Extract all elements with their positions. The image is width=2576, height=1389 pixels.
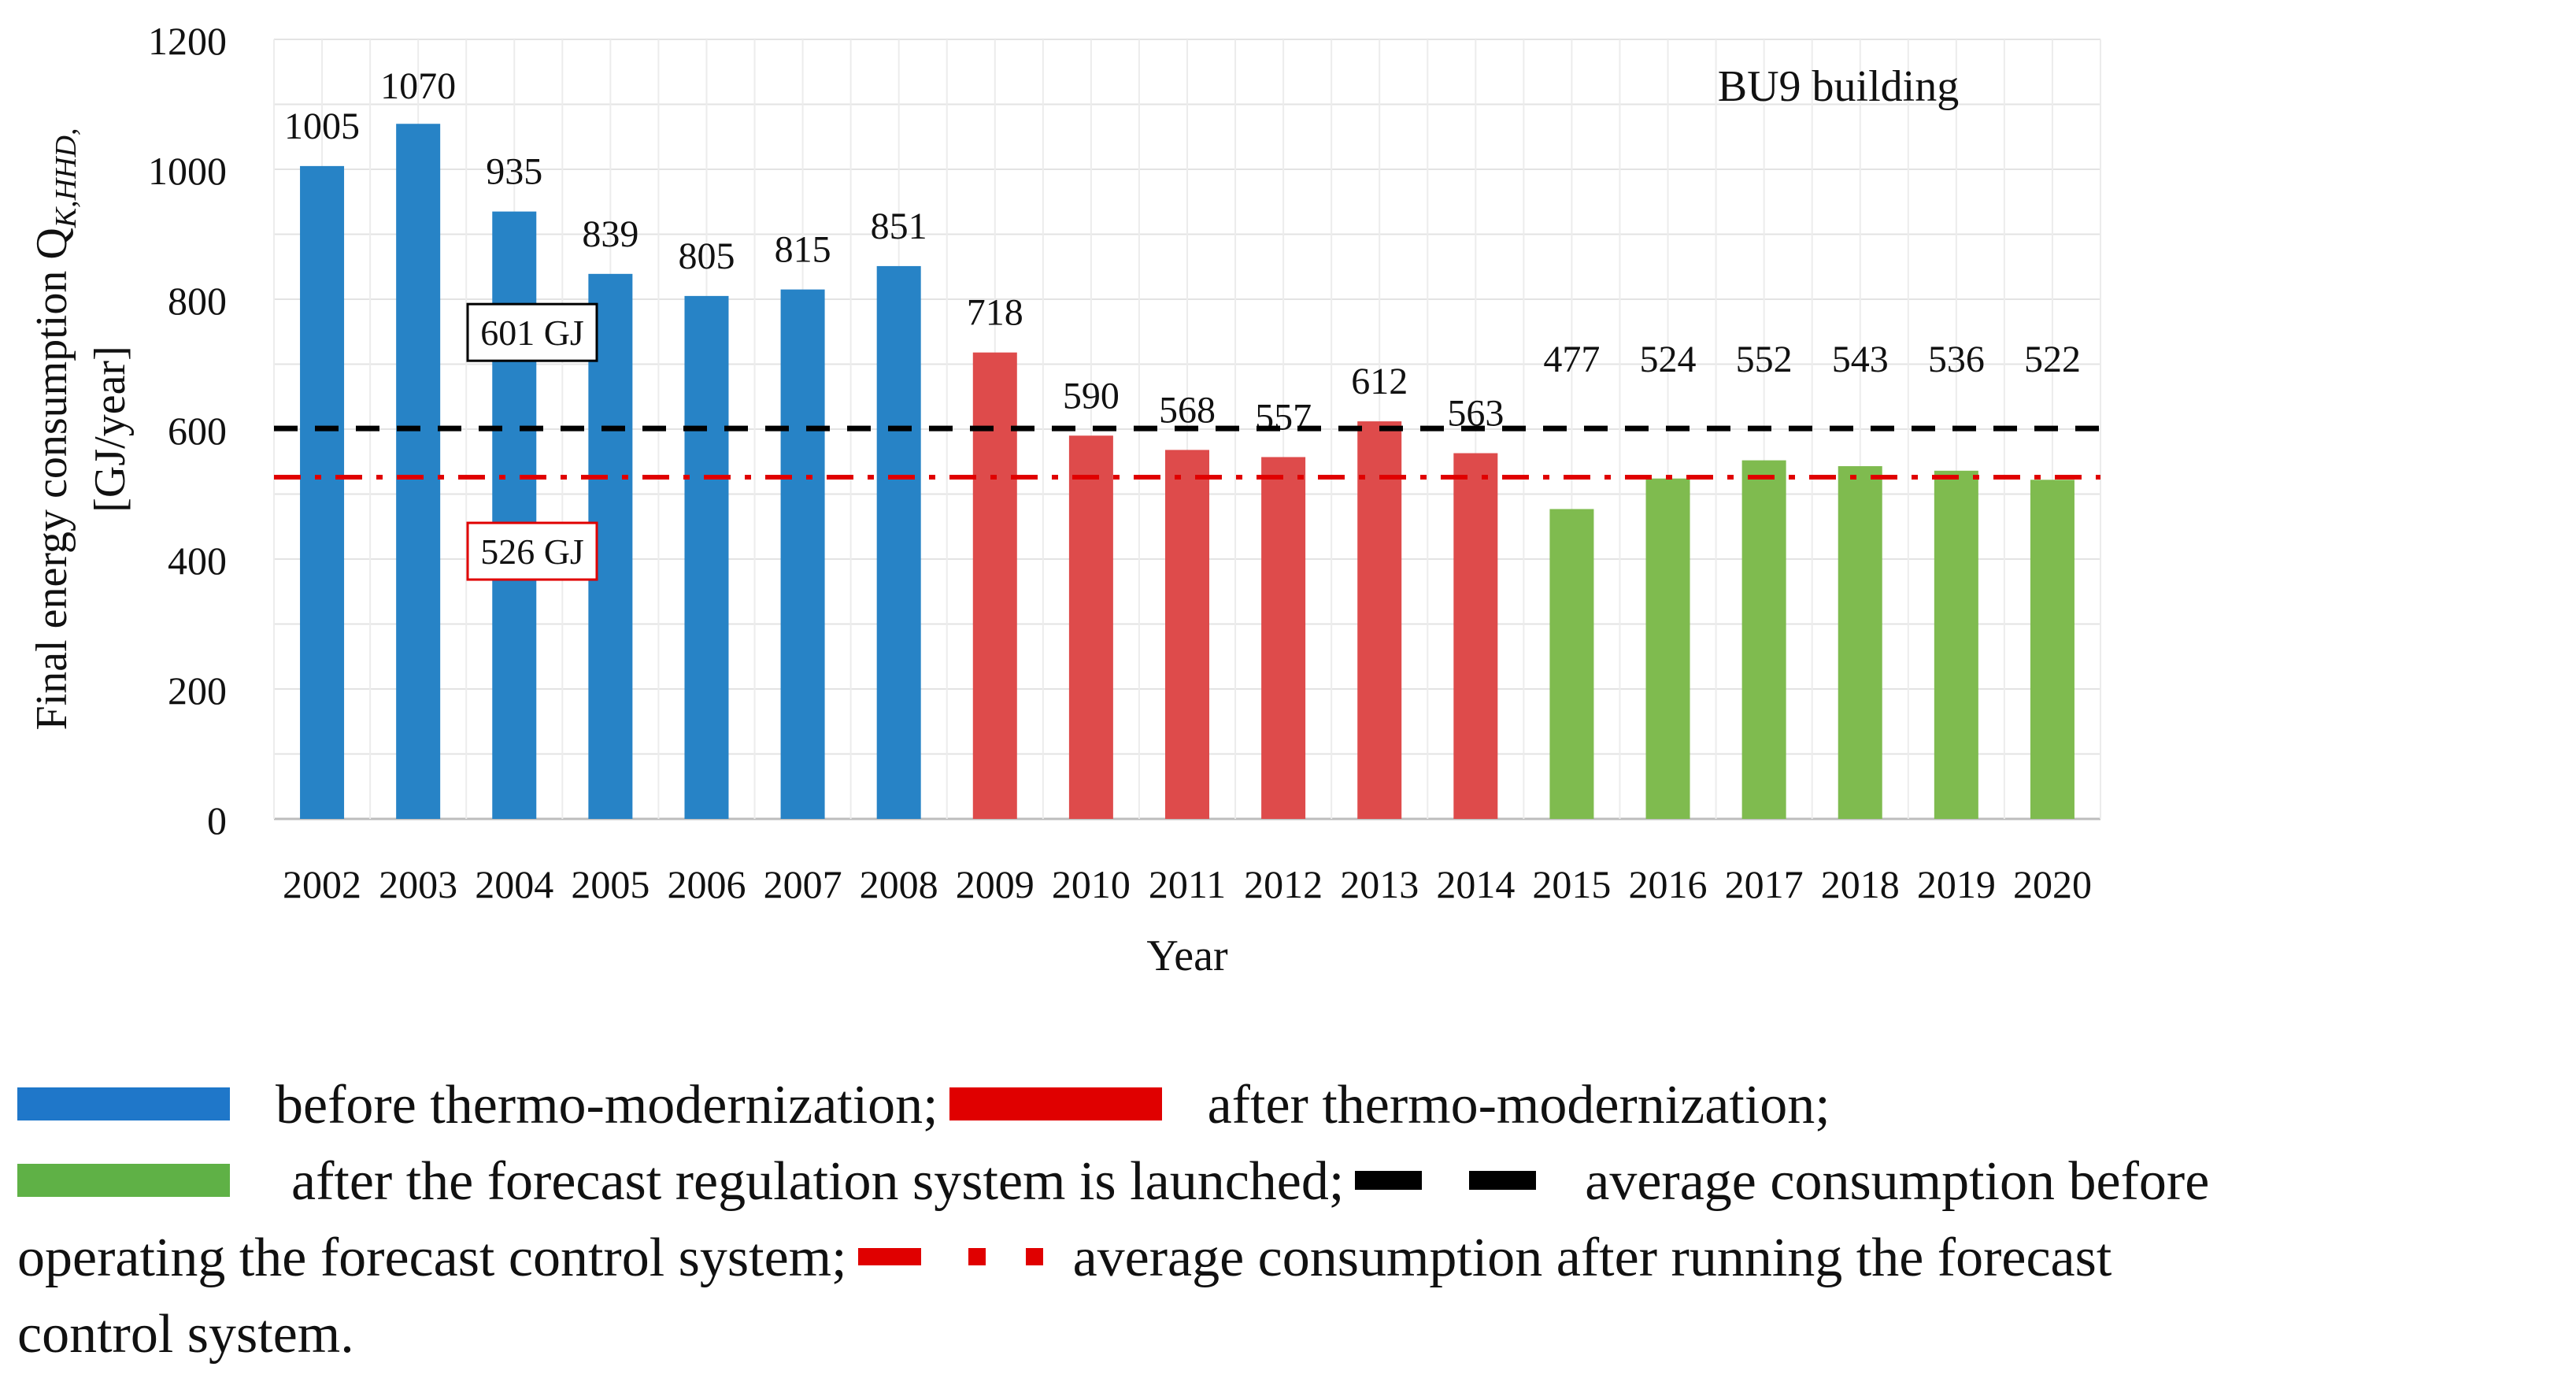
x-axis-label: Year bbox=[1146, 932, 1228, 980]
bar-2019 bbox=[1934, 470, 1978, 819]
bar-2018 bbox=[1838, 466, 1882, 819]
y-tick-label: 600 bbox=[168, 409, 227, 453]
x-tick-label: 2011 bbox=[1149, 862, 1226, 906]
chart-annotation: BU9 building bbox=[1718, 62, 1959, 111]
bar-2020 bbox=[2030, 480, 2074, 819]
bar-2017 bbox=[1741, 460, 1786, 819]
y-axis-label: Final energy consumption QK,HHD, bbox=[28, 128, 83, 731]
x-tick-label: 2018 bbox=[1821, 862, 1900, 906]
legend-avg-after-label-2: control system. bbox=[17, 1304, 354, 1365]
bar-2004 bbox=[492, 211, 537, 819]
data-label: 477 bbox=[1543, 339, 1600, 380]
x-tick-label: 2007 bbox=[764, 862, 842, 906]
legend-avg-after-label-1: average consumption after running the fo… bbox=[1072, 1228, 2112, 1288]
y-axis-label-unit: [GJ/year] bbox=[86, 346, 135, 512]
bar-2012 bbox=[1261, 457, 1306, 819]
legend-forecast-label: after the forecast regulation system is … bbox=[291, 1151, 1345, 1212]
x-axis-ticks: 2002 2003 2004 2005 2006 2007 2008 2009 2010 2011… bbox=[283, 862, 2092, 906]
bar-2015 bbox=[1549, 509, 1594, 819]
x-tick-label: 2005 bbox=[571, 862, 650, 906]
reference-label: 526 GJ bbox=[480, 532, 584, 572]
bar-2003 bbox=[396, 124, 441, 819]
legend-line-1: before thermo-modernization; after thermo… bbox=[17, 1067, 2560, 1143]
bar-2008 bbox=[876, 265, 921, 819]
data-label: 851 bbox=[871, 206, 927, 247]
y-axis-label-main: Final energy consumption Q bbox=[28, 228, 76, 730]
x-tick-label: 2014 bbox=[1436, 862, 1515, 906]
data-label: 718 bbox=[967, 292, 1023, 334]
bar-2011 bbox=[1165, 450, 1209, 819]
x-tick-label: 2009 bbox=[956, 862, 1034, 906]
legend-swatch-avg-before bbox=[1355, 1170, 1537, 1190]
x-tick-label: 2002 bbox=[283, 862, 361, 906]
reference-lines: 601 GJ 526 GJ bbox=[274, 302, 2100, 581]
data-label: 805 bbox=[678, 235, 735, 277]
reference-label-box bbox=[466, 521, 598, 581]
data-label: 612 bbox=[1351, 361, 1408, 402]
x-tick-label: 2006 bbox=[667, 862, 746, 906]
x-tick-label: 2008 bbox=[860, 862, 938, 906]
legend-swatch-forecast bbox=[17, 1163, 230, 1197]
legend-after-label: after thermo-modernization; bbox=[1207, 1075, 1830, 1135]
legend-avg-before-label-1: average consumption before bbox=[1585, 1151, 2210, 1212]
data-label: 522 bbox=[2024, 339, 2081, 380]
legend-swatch-avg-after bbox=[857, 1247, 1043, 1265]
bar-2010 bbox=[1068, 435, 1113, 819]
bar-2013 bbox=[1357, 421, 1402, 819]
legend-swatch-before bbox=[17, 1087, 230, 1120]
bar-2006 bbox=[684, 295, 729, 819]
legend-before-label: before thermo-modernization; bbox=[276, 1075, 938, 1135]
reference-label-box bbox=[466, 302, 598, 362]
data-label: 839 bbox=[582, 213, 638, 255]
x-tick-label: 2010 bbox=[1052, 862, 1131, 906]
bar-2002 bbox=[300, 165, 345, 819]
reference-label: 601 GJ bbox=[480, 313, 584, 353]
legend-swatch-after bbox=[949, 1087, 1162, 1120]
x-tick-label: 2020 bbox=[2013, 862, 2092, 906]
data-label: 536 bbox=[1928, 339, 1985, 380]
data-label: 590 bbox=[1063, 375, 1120, 417]
legend: before thermo-modernization; after thermo… bbox=[17, 1067, 2560, 1372]
y-tick-label: 0 bbox=[207, 798, 227, 843]
data-label: 1070 bbox=[380, 65, 456, 107]
x-tick-label: 2017 bbox=[1725, 862, 1804, 906]
legend-avg-before-label-2: operating the forecast control system; bbox=[17, 1228, 847, 1288]
bar-2009 bbox=[972, 352, 1017, 819]
y-tick-label: 1200 bbox=[148, 19, 227, 63]
bars bbox=[300, 124, 2074, 819]
legend-line-2: after the forecast regulation system is … bbox=[17, 1143, 2560, 1220]
bar-2016 bbox=[1645, 478, 1690, 819]
bar-2014 bbox=[1453, 453, 1498, 819]
x-tick-label: 2003 bbox=[379, 862, 457, 906]
bar-2007 bbox=[780, 289, 825, 819]
x-tick-label: 2004 bbox=[475, 862, 553, 906]
x-tick-label: 2016 bbox=[1629, 862, 1708, 906]
data-label: 524 bbox=[1640, 339, 1697, 380]
x-tick-label: 2012 bbox=[1244, 862, 1323, 906]
legend-line-4: control system. bbox=[17, 1296, 2560, 1372]
x-tick-label: 2013 bbox=[1340, 862, 1419, 906]
x-tick-label: 2019 bbox=[1917, 862, 1996, 906]
y-tick-label: 800 bbox=[168, 279, 227, 323]
y-axis-ticks: 0 200 400 600 800 1000 1200 bbox=[148, 19, 227, 843]
legend-line-3: operating the forecast control system; av… bbox=[17, 1220, 2560, 1296]
data-label: 552 bbox=[1736, 339, 1793, 380]
y-tick-label: 200 bbox=[168, 669, 227, 713]
y-tick-label: 400 bbox=[168, 539, 227, 583]
data-label: 815 bbox=[775, 229, 831, 271]
x-tick-label: 2015 bbox=[1532, 862, 1611, 906]
data-label: 543 bbox=[1832, 339, 1889, 380]
y-axis-label-subscript: K,HHD, bbox=[50, 128, 83, 229]
y-tick-label: 1000 bbox=[148, 149, 227, 193]
data-label: 557 bbox=[1255, 396, 1312, 438]
data-label: 568 bbox=[1159, 389, 1216, 431]
data-label: 935 bbox=[486, 151, 542, 193]
data-label: 1005 bbox=[284, 106, 360, 147]
